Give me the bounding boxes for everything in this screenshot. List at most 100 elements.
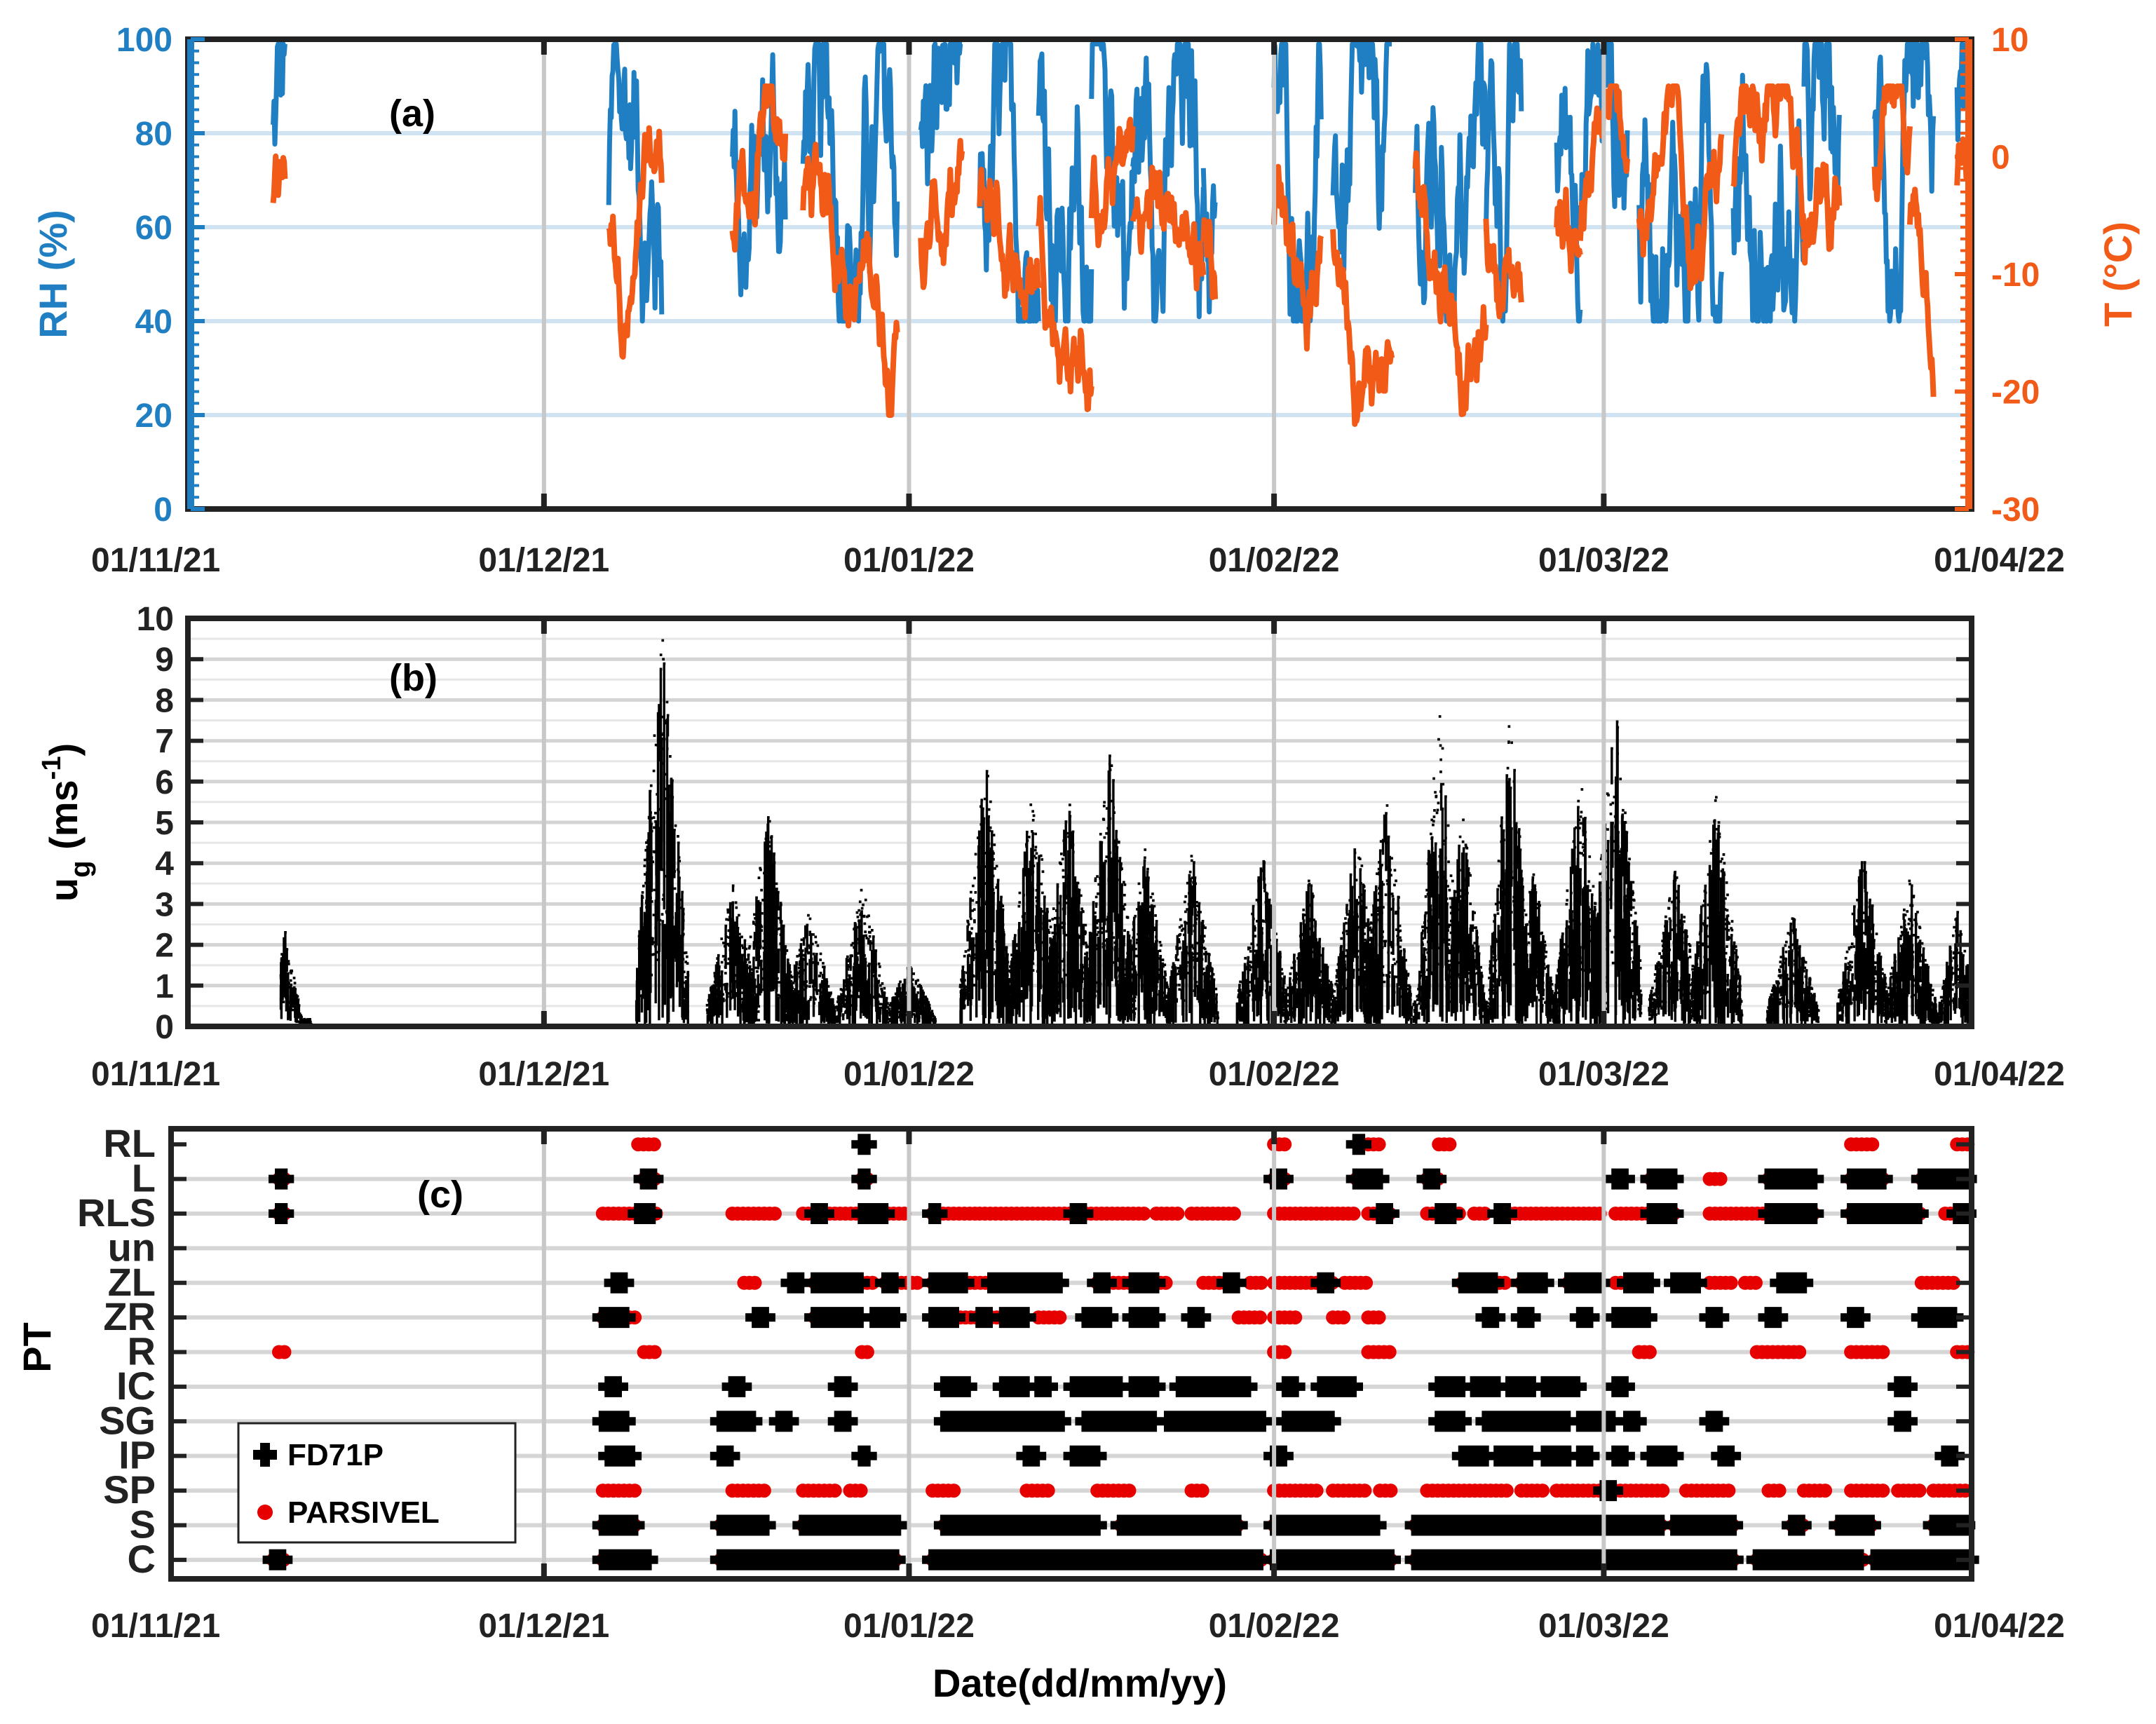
x-tick-label: 01/04/22 [1934,542,2065,579]
fd71p-rls-events [269,1203,1977,1224]
t-segment [1730,83,1807,240]
date-axis-label: Date(dd/mm/yy) [933,1661,1227,1705]
ug-axis-label: ug (ms-1) [37,743,96,902]
ug-burst [835,888,890,1027]
rh-segment [1908,41,1937,194]
t-segment [1200,217,1219,300]
legend: FD71P PARSIVEL [237,1422,517,1544]
x-tick-label: 01/02/22 [1209,1608,1340,1645]
pt-tick-label: IC [116,1364,156,1408]
rh-segment [1271,41,1324,324]
ug-burst [1765,917,1820,1027]
ug-burst [1930,911,1971,1027]
t-segment [1412,150,1489,417]
t-segment [1554,186,1583,274]
rh-tick-label: 60 [135,210,172,247]
t-segment [1330,229,1395,427]
ug-tick-label: 1 [155,968,174,1005]
ug-tick-label: 4 [155,846,174,883]
ug-tick-label: 9 [155,642,174,679]
t-tick-label: -30 [1991,491,2040,529]
rh-segment [1036,51,1094,324]
rh-segment [1330,41,1394,273]
x-tick-label: 01/01/22 [843,1608,975,1645]
ug-burst [1589,720,1643,1026]
ug-burst [1688,796,1744,1026]
rh-segment [606,41,665,324]
t-segment [1130,164,1207,292]
rh-segment [918,41,964,186]
legend-fd71p-marker [253,1443,277,1467]
ug-burst [705,884,761,1028]
t-tick-label: -20 [1991,374,2040,412]
fd71p-ip-events [598,1445,1965,1467]
ug-burst [1165,855,1220,1026]
ug-burst [1883,879,1938,1027]
pt-tick-label: IP [118,1433,156,1477]
rh-tick-label: 20 [135,398,172,435]
t-segment [1871,83,1913,203]
ug-tick-label: 10 [137,601,174,638]
t-tick-label: 0 [1991,140,2010,177]
x-tick-label: 01/04/22 [1934,1056,2065,1093]
panel-a: 0 20 40 60 80 100 -30 -20 -10 0 10 01/11/21 01/12/… [31,22,2140,579]
fd71p-l-events [269,1168,1977,1190]
x-tick-label: 01/03/22 [1538,1608,1669,1645]
panel-b-y-ticks: 0 12 34 5 67 89 10 [137,601,1972,1046]
t-segment [1907,186,1937,398]
pt-tick-label: C [128,1537,156,1581]
ug-tick-label: 8 [155,682,174,719]
x-tick-label: 01/04/22 [1934,1608,2065,1645]
parsivel-r-events [272,1345,1975,1359]
ug-burst [1005,803,1060,1027]
rh-segment [1636,62,1724,324]
t-segment [1271,163,1324,352]
ug-burst [958,770,1014,1027]
fd71p-rl-events [851,1134,1372,1155]
x-tick-label: 01/11/21 [91,1608,220,1645]
ug-burst [1282,879,1337,1027]
t-segment [977,167,1042,320]
fd71p-c-events [262,1549,1979,1570]
x-tick-label: 01/11/21 [91,542,220,579]
ug-tick-label: 6 [155,764,174,801]
ug-burst [1118,848,1172,1027]
pt-tick-label: RL [103,1121,156,1165]
rh-segment [271,41,287,147]
t-segment [1036,195,1094,412]
fd71p-sp-events [1593,1480,1624,1502]
pt-axis-label: PT [15,1322,59,1373]
panel-c-x-ticks: 01/11/21 01/12/21 01/01/22 01/02/22 01/03/22… [91,1129,2065,1645]
ug-tick-label: 0 [155,1009,174,1046]
parsivel-rls-events [272,1207,1974,1221]
t-segment [800,142,900,418]
x-tick-label: 01/01/22 [843,542,975,579]
panel-b-gridlines [191,637,1969,1007]
x-tick-label: 01/12/21 [478,1608,609,1645]
t-segment [1088,116,1136,248]
t-segment [606,125,665,360]
fd71p-zr-events [592,1307,1964,1329]
rh-segment [800,41,900,324]
panel-a-x-ticks: 01/11/21 01/12/21 01/01/22 01/02/22 01/03/22… [91,39,2065,579]
x-tick-label: 01/11/21 [91,1056,220,1093]
rh-tick-label: 0 [154,491,172,529]
ug-tick-label: 2 [155,928,174,965]
ug-burst [1362,804,1413,1026]
ug-tick-label: 5 [155,805,174,842]
fd71p-sg-events [592,1411,1918,1432]
rh-segment [1130,41,1206,324]
parsivel-rl-events [631,1137,1975,1152]
pt-tick-label: R [128,1329,156,1373]
panel-b-label: (b) [389,657,438,699]
pt-tick-label: S [130,1502,156,1546]
legend-parsivel-label: PARSIVEL [287,1495,440,1530]
ug-tick-label: 7 [155,724,174,761]
fd71p-series [262,1134,1979,1570]
ug-burst [782,914,836,1027]
rh-axis-ticks: 0 20 40 60 80 100 [116,22,205,529]
x-tick-label: 01/12/21 [478,1056,609,1093]
pt-tick-label: L [132,1156,156,1200]
